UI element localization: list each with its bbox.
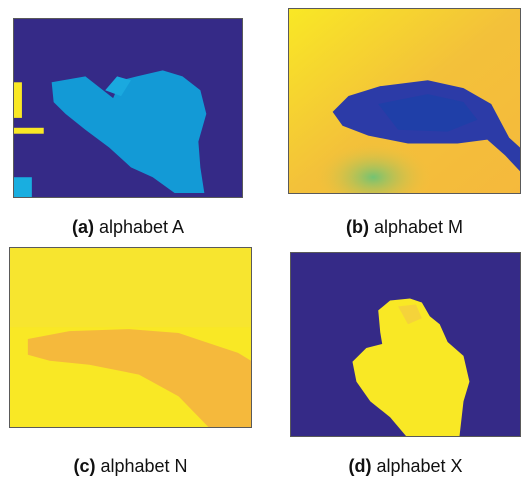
panel-d-heatmap xyxy=(291,253,520,436)
caption-d: (d) alphabet X xyxy=(290,456,521,477)
panel-a-image xyxy=(13,18,243,198)
caption-c-text: alphabet N xyxy=(100,456,188,476)
caption-c: (c) alphabet N xyxy=(9,456,252,477)
caption-b: (b) alphabet M xyxy=(288,217,521,238)
panel-a-heatmap xyxy=(14,19,242,197)
panel-c-heatmap xyxy=(10,248,251,427)
panel-b-heatmap xyxy=(289,9,520,193)
caption-a: (a) alphabet A xyxy=(13,217,243,238)
caption-c-label: (c) xyxy=(73,456,96,476)
panel-c-image xyxy=(9,247,252,428)
panel-d-image xyxy=(290,252,521,437)
caption-a-label: (a) xyxy=(71,217,94,237)
caption-d-label: (d) xyxy=(348,456,372,476)
caption-b-text: alphabet M xyxy=(373,217,464,237)
caption-d-text: alphabet X xyxy=(376,456,463,476)
panel-b-image xyxy=(288,8,521,194)
caption-b-label: (b) xyxy=(345,217,369,237)
caption-a-text: alphabet A xyxy=(98,217,185,237)
